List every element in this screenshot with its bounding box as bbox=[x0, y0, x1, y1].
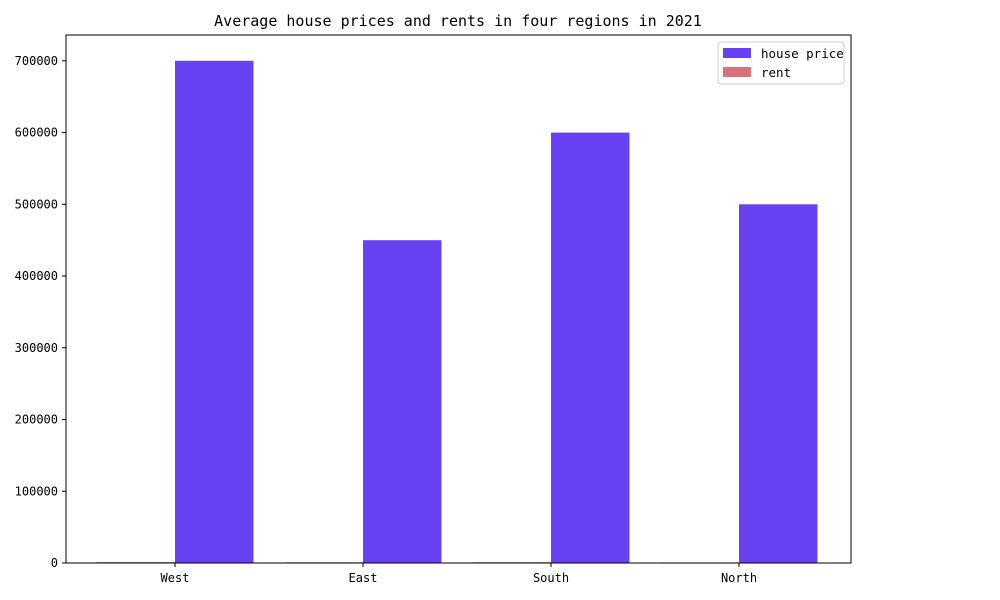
y-tick-label: 300000 bbox=[15, 341, 58, 355]
plot-area: West East South North 0 100000 200000 300000 400… bbox=[15, 34, 852, 585]
x-tick-label: West bbox=[161, 571, 190, 585]
y-tick-label: 400000 bbox=[15, 269, 58, 283]
x-tick-label: North bbox=[721, 571, 757, 585]
y-tick-label: 700000 bbox=[15, 54, 58, 68]
legend-label-rent: rent bbox=[761, 65, 791, 80]
axes-frame bbox=[65, 34, 852, 564]
legend-swatch-house-price bbox=[723, 48, 751, 58]
bar-house-price-north bbox=[739, 204, 818, 564]
legend-swatch-rent bbox=[723, 67, 751, 77]
y-tick-label: 600000 bbox=[15, 126, 58, 140]
y-tick-label: 500000 bbox=[15, 197, 58, 211]
x-tick-label: East bbox=[349, 571, 378, 585]
y-tick-label: 200000 bbox=[15, 413, 58, 427]
x-tick-label: South bbox=[533, 571, 569, 585]
legend-label-house-price: house price bbox=[761, 46, 844, 61]
y-tick-label: 100000 bbox=[15, 484, 58, 498]
chart-title: Average house prices and rents in four r… bbox=[214, 12, 702, 30]
bar-house-price-south bbox=[551, 132, 630, 563]
bar-house-price-east bbox=[363, 240, 442, 563]
legend: house price rent bbox=[717, 41, 845, 85]
y-tick-label: 0 bbox=[51, 556, 58, 570]
bar-house-price-west bbox=[175, 60, 254, 564]
